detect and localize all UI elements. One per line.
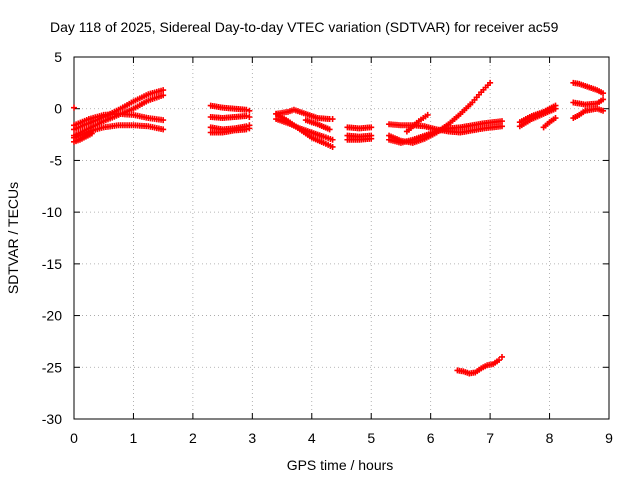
series-arc <box>570 96 607 108</box>
x-tick-label: 8 <box>546 430 554 446</box>
data-point <box>243 112 250 119</box>
data-point <box>600 90 607 97</box>
x-tick-label: 4 <box>308 430 316 446</box>
data-point <box>499 353 505 360</box>
x-tick-label: 5 <box>367 430 375 446</box>
y-tick-label: -25 <box>42 359 62 375</box>
series-arc <box>273 116 336 143</box>
data-point <box>88 130 95 137</box>
series-arc <box>71 104 77 111</box>
y-axis-label: SDTVAR / TECUs <box>5 182 21 294</box>
data-point <box>600 96 607 103</box>
series-arc <box>516 105 559 130</box>
data-point <box>499 118 505 125</box>
series-arc <box>71 122 167 141</box>
data-point <box>246 125 253 132</box>
series-arc <box>207 112 253 122</box>
data-point <box>552 115 559 122</box>
series-arc <box>403 111 431 135</box>
data-point <box>487 79 494 86</box>
x-tick-label: 2 <box>189 430 197 446</box>
axis-ticks: 0 1 2 3 4 5 6 7 8 9 -30 -25 -20 -15 -10 -5 0 5 <box>42 49 613 446</box>
chart-title: Day 118 of 2025, Sidereal Day-to-day VTE… <box>50 19 559 35</box>
data-point <box>496 357 503 364</box>
series-arc <box>570 79 607 97</box>
series-arc <box>302 117 333 133</box>
data-point <box>160 87 167 94</box>
x-tick-label: 0 <box>70 430 78 446</box>
series-arc <box>71 110 167 129</box>
x-axis-label: GPS time / hours <box>287 457 394 473</box>
y-tick-label: -20 <box>42 308 62 324</box>
x-tick-label: 6 <box>427 430 435 446</box>
series-arc <box>273 106 336 123</box>
data-point <box>160 117 167 124</box>
x-tick-label: 1 <box>130 430 138 446</box>
data-point <box>160 126 167 133</box>
x-tick-label: 9 <box>605 430 613 446</box>
series-arc <box>540 115 559 131</box>
series-arc <box>71 130 95 145</box>
data-point <box>368 135 375 142</box>
y-tick-label: -5 <box>50 152 63 168</box>
data-point <box>499 123 505 130</box>
x-tick-label: 7 <box>486 430 494 446</box>
data-point <box>329 136 336 143</box>
series-arc <box>386 79 494 146</box>
data-point <box>246 107 253 114</box>
y-tick-label: 0 <box>54 101 62 117</box>
data-point <box>329 143 336 150</box>
data-point <box>326 126 333 133</box>
plot-frame <box>73 56 610 420</box>
data-point <box>243 106 250 113</box>
y-tick-label: -15 <box>42 256 62 272</box>
x-tick-label: 3 <box>248 430 256 446</box>
series-arc <box>454 353 505 377</box>
data-marks <box>71 79 607 377</box>
series-arc <box>570 105 607 122</box>
data-point <box>424 111 431 118</box>
grid-lines <box>74 57 609 419</box>
series-arc <box>207 102 253 114</box>
data-point <box>243 126 250 133</box>
data-point <box>71 104 77 111</box>
series-arc <box>207 125 253 136</box>
series-arc <box>344 135 375 143</box>
data-point <box>368 124 375 131</box>
data-point <box>246 113 253 120</box>
data-point <box>329 116 336 123</box>
data-point <box>552 105 559 112</box>
y-tick-label: -30 <box>42 411 62 427</box>
y-tick-label: -10 <box>42 204 62 220</box>
data-point <box>160 92 167 99</box>
series-arc <box>344 124 375 132</box>
data-point <box>600 107 607 114</box>
y-tick-label: 5 <box>54 49 62 65</box>
